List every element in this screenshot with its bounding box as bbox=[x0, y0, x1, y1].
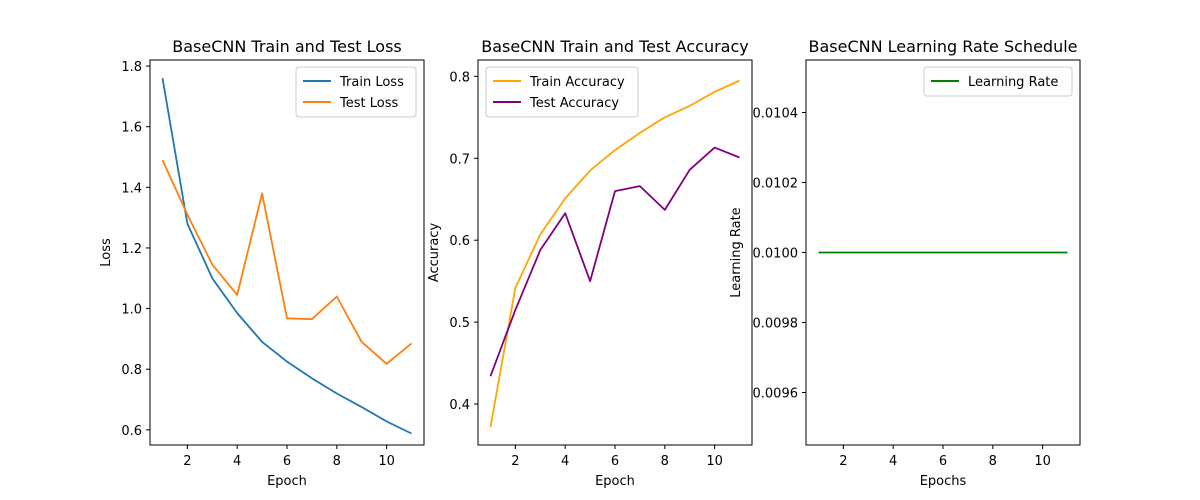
loss-chart-ylabel: Loss bbox=[99, 238, 114, 267]
loss-chart-ytick-label: 1.8 bbox=[121, 60, 142, 75]
loss-chart-train-loss-line bbox=[161, 78, 412, 435]
accuracy-chart-legend: Train Accuracy Test Accuracy bbox=[485, 66, 639, 118]
learning-rate-chart-xtick-label: 6 bbox=[939, 454, 947, 469]
accuracy-chart-test-accuracy-line bbox=[489, 146, 740, 377]
learning-rate-chart-title: BaseCNN Learning Rate Schedule bbox=[809, 37, 1078, 56]
learning-rate-chart-xtick-label: 2 bbox=[839, 454, 847, 469]
loss-chart-ytick-label: 1.0 bbox=[121, 303, 142, 318]
loss-chart-ytick-label: 1.2 bbox=[121, 242, 142, 257]
loss-chart-ytick-label: 0.6 bbox=[121, 424, 142, 439]
loss-chart: BaseCNN Train and Test Loss Epoch Loss 2… bbox=[99, 37, 425, 489]
loss-chart-xlabel: Epoch bbox=[267, 474, 307, 489]
loss-chart-xtick-label: 2 bbox=[183, 454, 191, 469]
loss-chart-xtick-label: 8 bbox=[333, 454, 341, 469]
accuracy-chart-xtick-label: 6 bbox=[611, 454, 619, 469]
loss-chart-xtick-label: 10 bbox=[378, 454, 395, 469]
learning-rate-chart: BaseCNN Learning Rate Schedule Epochs Le… bbox=[729, 37, 1081, 489]
accuracy-chart-ytick-label: 0.7 bbox=[449, 152, 470, 167]
accuracy-chart-title: BaseCNN Train and Test Accuracy bbox=[481, 37, 748, 56]
loss-chart-legend-box bbox=[295, 66, 417, 118]
learning-rate-chart-xtick-label: 8 bbox=[989, 454, 997, 469]
accuracy-chart-xtick-label: 4 bbox=[561, 454, 569, 469]
learning-rate-chart-xtick-label: 4 bbox=[889, 454, 897, 469]
loss-chart-legend-label: Train Loss bbox=[339, 75, 404, 90]
learning-rate-chart-xlabel: Epochs bbox=[920, 474, 967, 489]
accuracy-chart: BaseCNN Train and Test Accuracy Epoch Ac… bbox=[427, 37, 753, 489]
loss-chart-ytick-label: 1.6 bbox=[121, 121, 142, 136]
accuracy-chart-legend-label: Test Accuracy bbox=[529, 96, 619, 111]
learning-rate-chart-legend-label: Learning Rate bbox=[968, 75, 1058, 90]
learning-rate-chart-ylabel: Learning Rate bbox=[729, 207, 744, 297]
learning-rate-chart-ytick-label: 0.0102 bbox=[753, 177, 799, 192]
learning-rate-chart-legend-box bbox=[923, 66, 1073, 97]
accuracy-chart-ytick-label: 0.6 bbox=[449, 234, 470, 249]
loss-chart-xtick-label: 4 bbox=[233, 454, 241, 469]
accuracy-chart-train-accuracy-line bbox=[489, 79, 740, 428]
learning-rate-chart-ytick-label: 0.0098 bbox=[753, 317, 799, 332]
accuracy-chart-xtick-label: 8 bbox=[661, 454, 669, 469]
accuracy-chart-ylabel: Accuracy bbox=[427, 223, 442, 283]
loss-chart-title: BaseCNN Train and Test Loss bbox=[172, 37, 402, 56]
loss-chart-xtick-label: 6 bbox=[283, 454, 291, 469]
loss-chart-legend-label: Test Loss bbox=[339, 96, 398, 111]
accuracy-chart-xtick-label: 10 bbox=[706, 454, 723, 469]
accuracy-chart-ytick-label: 0.4 bbox=[449, 398, 470, 413]
loss-chart-test-loss-line bbox=[161, 159, 413, 365]
learning-rate-chart-xtick-label: 10 bbox=[1034, 454, 1051, 469]
loss-chart-legend: Train Loss Test Loss bbox=[295, 66, 417, 118]
accuracy-chart-ytick-label: 0.5 bbox=[449, 316, 470, 331]
learning-rate-chart-ytick-label: 0.0100 bbox=[753, 247, 799, 262]
learning-rate-chart-legend: Learning Rate bbox=[923, 66, 1073, 97]
learning-rate-chart-ytick-label: 0.0104 bbox=[753, 107, 799, 122]
loss-chart-ytick-label: 0.8 bbox=[121, 363, 142, 378]
accuracy-chart-legend-label: Train Accuracy bbox=[529, 75, 625, 90]
learning-rate-chart-ytick-label: 0.0096 bbox=[753, 387, 799, 402]
accuracy-chart-legend-box bbox=[485, 66, 639, 118]
loss-chart-ytick-label: 1.4 bbox=[121, 181, 142, 196]
accuracy-chart-xtick-label: 2 bbox=[511, 454, 519, 469]
accuracy-chart-xlabel: Epoch bbox=[595, 474, 635, 489]
accuracy-chart-ytick-label: 0.8 bbox=[449, 70, 470, 85]
